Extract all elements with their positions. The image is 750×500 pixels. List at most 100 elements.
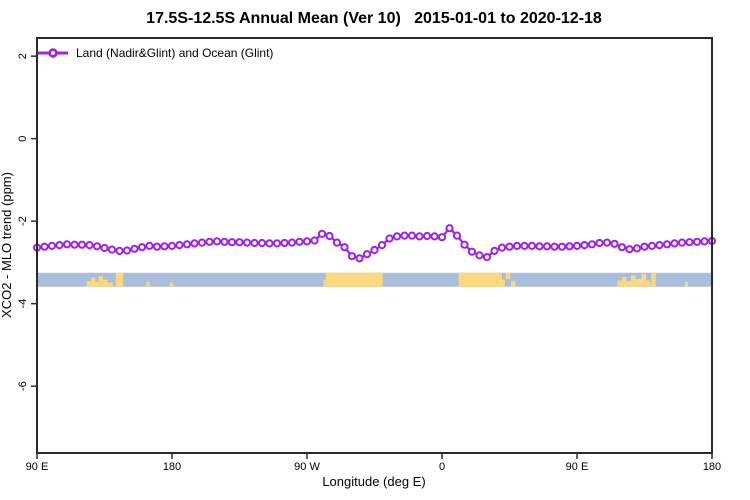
data-point-marker	[100, 243, 109, 253]
data-point-marker	[685, 238, 694, 247]
data-point-marker	[182, 240, 192, 249]
data-point-marker	[107, 245, 117, 254]
y-tick-label: 2	[17, 53, 29, 59]
land-patch-south-america	[325, 272, 383, 287]
y-tick-label: -6	[17, 381, 29, 391]
data-series	[32, 224, 717, 263]
land-patch-australia-2	[641, 274, 646, 287]
data-point-marker	[662, 240, 672, 249]
data-point-marker	[640, 242, 649, 251]
data-point-marker	[175, 241, 184, 250]
land-patch-south-america-coast	[323, 279, 326, 287]
data-point-marker	[377, 241, 387, 250]
data-point-marker	[317, 229, 327, 238]
land-patch-africa-coast	[502, 279, 505, 287]
land-patch-australia	[86, 281, 91, 287]
data-point-marker	[490, 246, 499, 255]
data-point-marker	[625, 245, 634, 254]
data-point-marker	[692, 237, 702, 246]
land-patch-africa	[458, 272, 502, 287]
data-point-marker	[227, 238, 237, 247]
data-point-marker	[355, 254, 364, 263]
legend: Land (Nadir&Glint) and Ocean (Glint)	[38, 46, 273, 60]
data-point-marker	[197, 238, 207, 247]
data-point-marker	[557, 242, 567, 251]
data-point-marker	[55, 241, 64, 250]
data-point-marker	[205, 237, 214, 246]
land-patch-fiji	[169, 282, 174, 287]
data-point-marker	[437, 233, 447, 242]
data-point-marker	[445, 224, 454, 233]
land-patch-australia-2	[646, 280, 651, 287]
data-point-marker	[580, 241, 589, 250]
data-point-marker	[295, 237, 304, 246]
data-point-marker	[587, 240, 597, 249]
data-point-marker	[47, 241, 57, 250]
data-point-marker	[497, 243, 507, 252]
data-point-marker	[565, 242, 574, 251]
data-point-marker	[482, 253, 492, 262]
data-point-marker	[430, 232, 439, 241]
data-point-marker	[265, 239, 274, 248]
data-point-marker	[632, 244, 642, 253]
plot-frame	[36, 37, 713, 454]
data-point-marker	[475, 251, 484, 260]
chart-title: 17.5S-12.5S Annual Mean (Ver 10) 2015-01…	[146, 10, 602, 27]
data-point-marker	[220, 237, 229, 246]
data-point-marker	[392, 232, 402, 241]
data-point-marker	[677, 238, 687, 247]
land-patch-madagascar	[511, 281, 516, 287]
x-tick-label: 90 E	[26, 461, 49, 473]
data-point-marker	[332, 238, 342, 247]
data-point-marker	[62, 240, 72, 249]
data-point-marker	[595, 238, 604, 248]
legend-label: Land (Nadir&Glint) and Ocean (Glint)	[76, 46, 273, 60]
data-point-marker	[235, 238, 244, 247]
data-point-marker	[655, 241, 664, 250]
data-point-marker	[302, 237, 312, 246]
data-point-marker	[617, 243, 627, 252]
land-patch-australia-2	[635, 279, 642, 287]
data-point-marker	[272, 239, 282, 248]
data-point-marker	[130, 244, 139, 253]
data-point-marker	[520, 241, 529, 250]
x-tick-label: 180	[163, 461, 181, 473]
land-patch-australia-2	[631, 275, 636, 287]
land-patch-australia-2	[617, 280, 622, 287]
x-axis-label: Longitude (deg E)	[322, 474, 425, 489]
data-point-marker	[670, 239, 679, 248]
data-point-marker	[85, 241, 94, 250]
data-point-marker	[467, 247, 477, 256]
y-tick-label: 0	[17, 136, 29, 142]
data-point-marker	[40, 242, 49, 251]
data-point-marker	[115, 246, 124, 255]
land-patch-australia	[91, 277, 96, 287]
data-point-marker	[310, 236, 319, 245]
data-point-marker	[370, 245, 379, 255]
y-axis-label: XCO2 - MLO trend (ppm)	[0, 172, 14, 318]
data-point-marker	[572, 241, 582, 250]
land-patch-australia	[103, 279, 108, 287]
data-point-marker	[400, 231, 409, 240]
data-point-marker	[415, 232, 424, 241]
x-tick-label: 180	[703, 461, 721, 473]
data-point-marker	[152, 242, 162, 251]
land-patch-australia	[98, 276, 103, 287]
data-point-marker	[452, 231, 462, 240]
data-point-marker	[287, 238, 297, 247]
data-point-marker	[70, 240, 79, 249]
axis-ticks: 90 E 180 90 W 0 90 E 180 2 0 -2 -4 -6	[17, 53, 721, 473]
data-point-marker	[347, 252, 357, 261]
data-point-marker	[257, 238, 267, 248]
data-point-marker	[512, 241, 522, 250]
data-point-marker	[280, 238, 289, 248]
land-ocean-strip	[37, 272, 712, 287]
data-point-marker	[460, 240, 469, 249]
data-point-marker	[212, 237, 222, 246]
x-tick-label: 90 W	[294, 461, 320, 473]
land-patch-cape-york-2	[651, 272, 656, 287]
land-patch-madagascar	[505, 272, 511, 280]
data-point-marker	[190, 239, 199, 248]
data-point-marker	[122, 246, 132, 255]
